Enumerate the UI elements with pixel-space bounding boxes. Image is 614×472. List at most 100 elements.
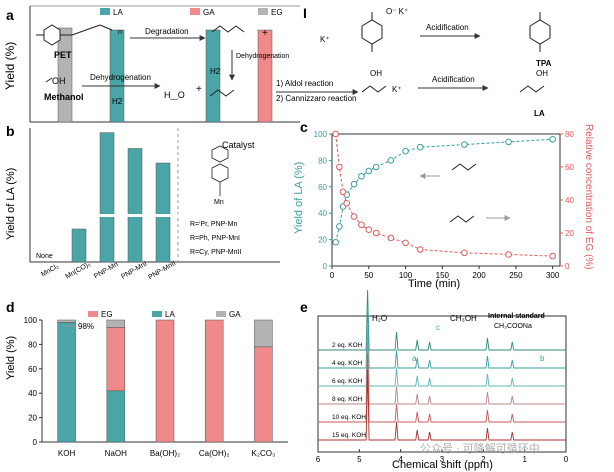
series-c-la — [335, 138, 553, 243]
panel-b-none: None — [36, 253, 53, 260]
panel-a: Yield (%) LA GA EG n PET OH Methanol Deh… — [3, 5, 300, 123]
cannizzaro-label: 2) Cannizzaro reaction — [276, 94, 356, 103]
point-c-eg-1 — [336, 163, 343, 171]
trace-label-1: 4 eq. KOH — [332, 360, 363, 367]
point-c-la-1 — [336, 223, 343, 230]
legend-d-swatch-la — [152, 311, 162, 317]
lactate-oh: OH — [370, 69, 382, 78]
ytick-label-d-2: 40 — [28, 389, 37, 398]
xlabel-d-2: Ba(OH)₂ — [150, 449, 180, 458]
h2o-label: H₂O — [372, 314, 387, 323]
legend-ga: GA — [203, 8, 215, 17]
legend-d-swatch-eg — [88, 311, 98, 317]
xlabel-b-3: PNP-MnI — [120, 261, 148, 281]
scheme-I-label: I — [303, 5, 307, 21]
ch3coona-label: CH₃COONa — [494, 323, 532, 330]
point-c-la-12 — [505, 138, 512, 146]
xtick-label-e-2: 4 — [398, 455, 403, 464]
point-c-eg-10 — [416, 246, 424, 253]
peak-b-label: b — [540, 354, 545, 363]
nmr-trace-5 — [318, 369, 566, 441]
mn-label: Mn — [214, 199, 224, 206]
pet-label: PET — [54, 50, 72, 60]
h2-label-2: H2 — [210, 67, 221, 76]
dehydrogenation-label-2: Dehydrogenation — [236, 53, 289, 60]
bar-d-3-eg — [204, 319, 224, 443]
bar-d-1-la — [106, 390, 126, 443]
ytick-label-d-0: 0 — [33, 438, 38, 447]
ytick-label-d-4: 80 — [28, 340, 37, 349]
xtick-label-e-3: 3 — [440, 455, 445, 464]
xlabel-d-3: Ca(OH)₂ — [199, 449, 230, 458]
ytick-label-d-3: 60 — [28, 365, 37, 374]
plus-label-2: + — [262, 28, 268, 39]
nmr-trace-1 — [318, 305, 566, 369]
point-c-la-6 — [365, 167, 373, 175]
legend-la: LA — [113, 8, 123, 17]
glycolaldehyde — [209, 89, 235, 97]
watermark: 公众号 · 可降解可循环中 — [420, 441, 540, 455]
ytick-label-c-left-4: 80 — [318, 156, 327, 165]
panel-d-note: 98% — [78, 322, 94, 331]
panel-e-xlabel: Chemical shift (ppm) — [392, 459, 493, 471]
catalyst-structure — [211, 145, 229, 196]
point-c-la-7 — [372, 163, 380, 171]
xtick-label-c-5: 250 — [509, 271, 523, 280]
peak-c-label: c — [436, 323, 440, 332]
ytick-label-c-right-1: 20 — [565, 229, 574, 238]
panel-c-plot: 0 50 100 150 200 250 300 0 20 40 60 80 100 0 20 40 60 80 — [314, 130, 575, 280]
xtick-label-c-6: 300 — [546, 271, 560, 280]
bar-b-1 — [71, 228, 87, 263]
legend-d-la: LA — [165, 310, 175, 319]
xtick-label-e-5: 1 — [522, 455, 527, 464]
ytick-label-c-right-0: 0 — [565, 262, 570, 271]
xtick-label-c-0: 0 — [330, 271, 335, 280]
ytick-label-c-left-5: 100 — [314, 130, 328, 139]
point-c-eg-4 — [350, 213, 358, 220]
trace-label-0: 2 eq. KOH — [332, 342, 363, 349]
tpa-label: TPA — [536, 59, 552, 68]
point-c-la-4 — [350, 180, 358, 188]
lactic-acid-structure — [451, 163, 477, 171]
panel-letter-a: a — [6, 7, 14, 23]
point-c-eg-6 — [365, 226, 373, 233]
panel-letter-c: c — [300, 119, 308, 135]
xlabel-b-0: MnCl₂ — [40, 263, 60, 279]
bar-a-ga — [257, 29, 273, 123]
xtick-label-c-4: 200 — [472, 271, 486, 280]
nmr-trace-3 — [318, 337, 566, 405]
catalyst-r1: R=ⁱPr, PNP-Mn — [190, 220, 237, 228]
legend-d-swatch-ga — [216, 311, 226, 317]
bar-d-0-la — [57, 322, 76, 443]
xlabel-b-1: Mn(CO)₅ — [64, 261, 92, 281]
internal-std-label: Internal standard — [488, 313, 545, 320]
xtick-label-e-6: 0 — [564, 455, 569, 464]
ytick-label-c-left-0: 0 — [323, 262, 328, 271]
xtick-label-c-1: 50 — [364, 271, 373, 280]
panel-a-ylabel: Yield (%) — [3, 42, 17, 90]
nmr-trace-0 — [318, 289, 566, 351]
bar-d-4-eg — [254, 346, 273, 443]
panel-b: Yield of LA (%) None MnCl₂ Mn(CO)₅ PNP-Mn P… — [5, 128, 280, 281]
methanol-label: Methanol — [44, 92, 84, 102]
legend-eg: EG — [271, 8, 283, 17]
panel-c-ylabel-right: Relative concentration of EG (%) — [583, 124, 594, 270]
bar-d-2-eg — [155, 319, 175, 443]
panel-e-plot: 6 5 4 3 2 1 0 2 eq. KOH 4 eq. KOH 6 eq. KOH 8 eq. … — [316, 289, 569, 464]
oh-label: OH — [52, 76, 66, 86]
ytick-label-c-right-4: 80 — [565, 130, 574, 139]
xlabel-b-4: PNP-MnII — [147, 260, 177, 281]
xlabel-d-4: K₂CO₃ — [252, 449, 276, 458]
catalyst-r3: R=Cy, PNP-MnII — [190, 249, 241, 256]
point-c-eg-2 — [339, 188, 347, 196]
plus-label: + — [196, 84, 202, 95]
panel-b-bars — [71, 132, 180, 263]
bar-d-4-ga — [254, 319, 273, 348]
legend-ga-swatch — [190, 8, 200, 15]
peak-a-label: a — [412, 354, 417, 363]
ytick-label-c-right-3: 60 — [565, 163, 574, 172]
bar-a-pet-eg — [57, 27, 73, 123]
dehydrogenation-label: Dehydrogenation — [90, 73, 151, 82]
bar-d-1-eg — [106, 327, 126, 392]
